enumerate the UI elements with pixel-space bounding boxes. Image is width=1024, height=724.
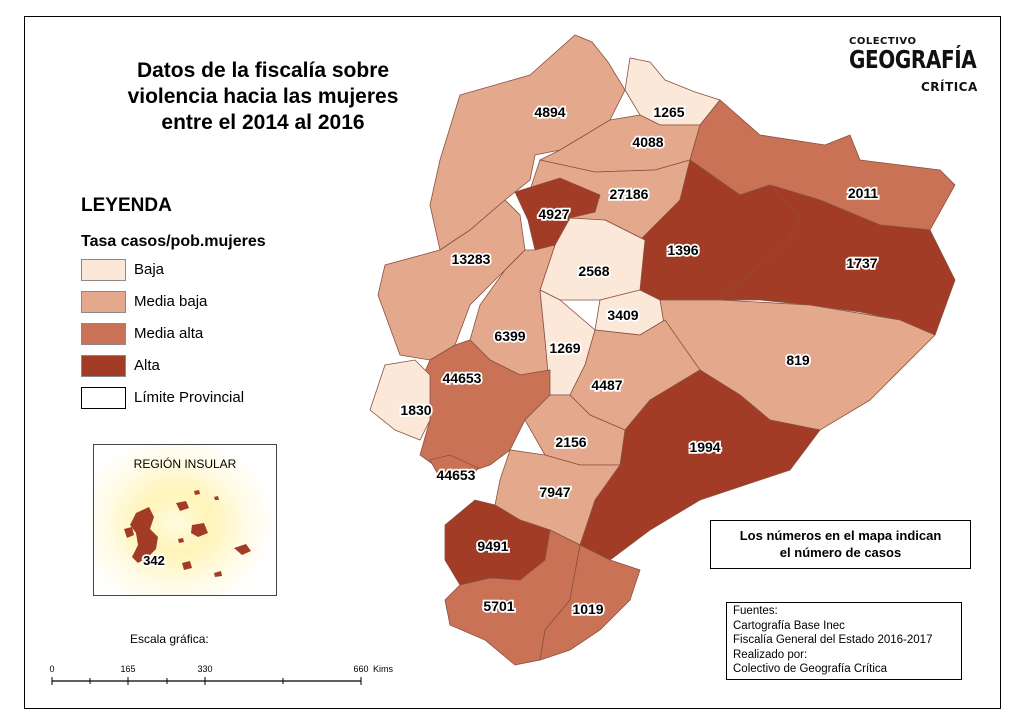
legend-label: Media alta: [134, 325, 204, 342]
insular-value: 342: [143, 553, 165, 568]
legend-item: Media baja: [81, 291, 244, 323]
insular-title: REGIÓN INSULAR: [133, 457, 237, 471]
scale-unit: Kims: [373, 664, 393, 674]
province-value: 1737: [846, 255, 877, 271]
legend-swatch: [81, 291, 126, 313]
province-value: 9491: [477, 538, 508, 554]
legend-label: Alta: [134, 357, 160, 374]
map-title: Datos de la fiscalía sobre violencia hac…: [98, 58, 428, 136]
legend-label: Límite Provincial: [134, 389, 245, 406]
map-frame: [24, 16, 1001, 709]
province-esmeraldas: [429, 34, 626, 251]
province-value: 3409: [607, 307, 638, 323]
brand-top: COLECTIVO: [849, 36, 917, 47]
province-value: 1269: [549, 340, 580, 356]
legend-item: Baja: [81, 259, 244, 291]
legend-label: Media baja: [134, 293, 208, 310]
province-value: 819: [786, 352, 810, 368]
island-santiago: [176, 501, 189, 511]
galapagos-islands: 342: [124, 490, 251, 577]
province-value: 4487: [591, 377, 622, 393]
province-value: 27186: [610, 186, 649, 202]
legend-item: Límite Provincial: [81, 387, 244, 419]
sources-line: Realizado por:: [733, 648, 808, 661]
island-genovesa: [214, 496, 219, 500]
sources-box: Fuentes: Cartografía Base Inec Fiscalía …: [726, 602, 962, 680]
province-santa-elena: [369, 359, 431, 441]
island-isabela: [130, 507, 158, 563]
sources-line: Colectivo de Geografía Crítica: [733, 663, 888, 675]
province-value: 1265: [653, 104, 684, 120]
legend-item: Alta: [81, 355, 244, 387]
scale-bar: 0 165 330 660 Kims: [49, 664, 393, 685]
province-value: 2156: [555, 434, 586, 450]
province-value: 7947: [539, 484, 570, 500]
province-value: 44653: [443, 370, 482, 386]
province-manabi: [377, 199, 526, 361]
brand-middle: GEOGRAFÍA: [849, 45, 977, 74]
legend-swatch: [81, 323, 126, 345]
scale-tick-label: 330: [197, 664, 212, 674]
province-value: 1830: [400, 402, 431, 418]
island-puna: [429, 454, 479, 481]
province-value: 13283: [452, 251, 491, 267]
province-value: 5701: [483, 598, 514, 614]
legend-subtitle: Tasa casos/pob.mujeres: [81, 233, 266, 250]
province-value: 4894: [534, 104, 565, 120]
legend-swatch: [81, 355, 126, 377]
province-value: 1994: [689, 439, 720, 455]
brand-bottom: CRÍTICA: [921, 80, 978, 94]
title-line: Datos de la fiscalía sobre: [136, 59, 390, 82]
province-value: 44653: [437, 467, 476, 483]
island-marchena: [194, 490, 200, 495]
island-floreana: [182, 561, 192, 570]
sources-line: Fuentes:: [733, 605, 778, 617]
legend-item: Media alta: [81, 323, 244, 355]
scale-tick-label: 0: [49, 664, 54, 674]
scale-tick-label: 660: [353, 664, 368, 674]
note-line: el número de casos: [779, 545, 902, 560]
province-zamora-chinchipe: [539, 544, 641, 661]
scale-title: Escala gráfica:: [130, 632, 209, 646]
province-value: 1396: [667, 242, 698, 258]
legend-swatch: [81, 259, 126, 281]
sources-line: Cartografía Base Inec: [733, 619, 845, 632]
province-value: 6399: [494, 328, 525, 344]
brand-logo: COLECTIVO GEOGRAFÍA CRÍTICA: [843, 36, 983, 94]
map-note: Los números en el mapa indican el número…: [710, 520, 971, 569]
province-value: 4088: [632, 134, 663, 150]
scale-tick-label: 165: [120, 664, 135, 674]
province-value: 2011: [848, 185, 879, 201]
island-fernandina: [124, 527, 134, 538]
legend-label: Baja: [134, 261, 165, 278]
title-line: entre el 2014 al 2016: [161, 111, 365, 134]
insular-region-inset: REGIÓN INSULAR 342: [93, 444, 277, 596]
legend-title: LEYENDA: [81, 195, 172, 216]
island-san-cristobal: [234, 544, 251, 555]
island-pinzon: [178, 538, 184, 543]
legend-swatch: [81, 387, 126, 409]
note-line: Los números en el mapa indican: [739, 528, 942, 543]
title-line: violencia hacia las mujeres: [127, 85, 399, 108]
island-espanola: [214, 571, 222, 577]
legend: Baja Media baja Media alta Alta Límite P…: [81, 259, 244, 419]
sources-line: Fiscalía General del Estado 2016-2017: [733, 634, 933, 646]
island-santa-cruz: [191, 523, 208, 537]
province-value: 4927: [538, 206, 569, 222]
province-value: 1019: [572, 601, 603, 617]
province-value: 2568: [578, 263, 609, 279]
province-orellana: [718, 184, 956, 336]
